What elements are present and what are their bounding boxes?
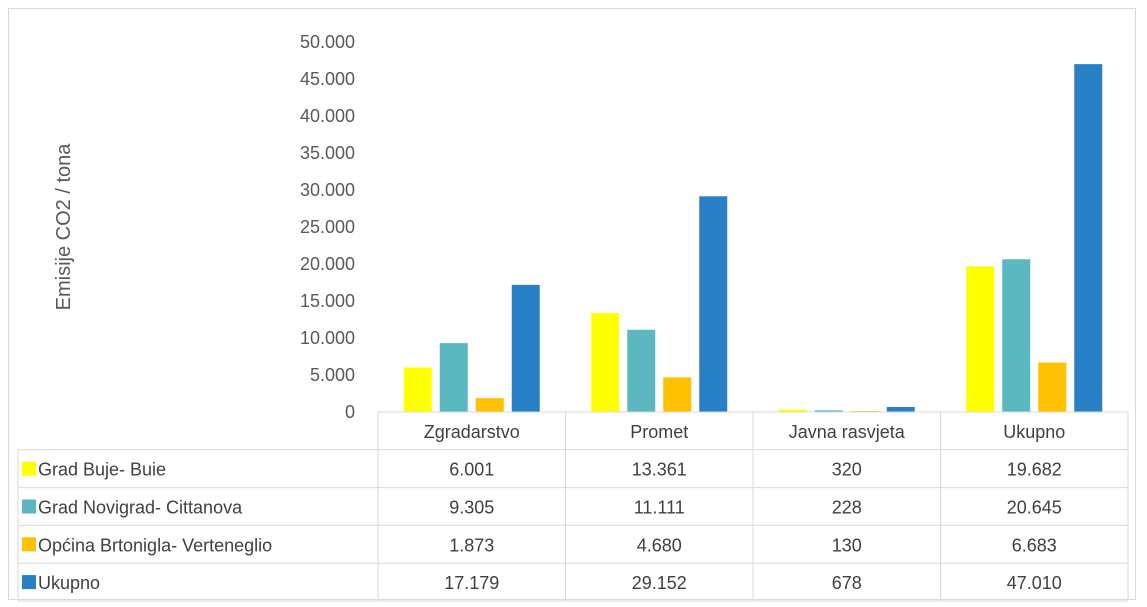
data-label: 19.682: [1007, 460, 1062, 480]
y-tick-label: 50.000: [300, 32, 355, 52]
y-tick-label: 5.000: [310, 365, 355, 385]
bar-4-1: [511, 284, 540, 412]
data-label: 20.645: [1007, 498, 1062, 518]
data-label: 9.305: [449, 498, 494, 518]
category-label: Zgradarstvo: [424, 422, 520, 442]
bar-1-1: [403, 367, 432, 412]
bar-1-3: [778, 409, 807, 412]
bar-3-1: [475, 398, 504, 412]
bar-3-2: [663, 377, 692, 412]
legend-series-name: Grad Buje- Buie: [38, 460, 166, 480]
y-axis-title: Emisije CO2 / tona: [53, 143, 75, 311]
data-label: 13.361: [632, 460, 687, 480]
bar-4-3: [886, 406, 915, 412]
y-tick-label: 15.000: [300, 291, 355, 311]
data-label: 1.873: [449, 535, 494, 555]
y-tick-label: 0: [345, 402, 355, 422]
bar-4-2: [699, 196, 728, 412]
bar-2-3: [814, 410, 843, 412]
data-label: 6.683: [1012, 535, 1057, 555]
data-label: 17.179: [444, 573, 499, 593]
chart-frame: [8, 8, 1136, 600]
category-label: Javna rasvjeta: [789, 422, 906, 442]
bar-3-4: [1038, 362, 1067, 412]
y-tick-label: 20.000: [300, 254, 355, 274]
data-label: 678: [832, 573, 862, 593]
y-tick-label: 40.000: [300, 106, 355, 126]
bar-2-2: [627, 329, 656, 412]
data-label: 130: [832, 535, 862, 555]
bar-4-4: [1074, 64, 1103, 412]
legend-series-name: Općina Brtonigla- Verteneglio: [38, 535, 272, 555]
legend-swatch: [22, 461, 36, 476]
y-tick-label: 45.000: [300, 69, 355, 89]
bar-2-1: [439, 343, 468, 412]
legend-swatch: [22, 537, 36, 552]
category-label: Promet: [630, 422, 688, 442]
y-tick-label: 10.000: [300, 328, 355, 348]
legend-series-name: Ukupno: [38, 573, 100, 593]
data-label: 320: [832, 460, 862, 480]
bar-1-2: [591, 313, 620, 412]
data-label: 4.680: [637, 535, 682, 555]
category-label: Ukupno: [1003, 422, 1065, 442]
data-label: 29.152: [632, 573, 687, 593]
legend-swatch: [22, 575, 36, 590]
bar-1-4: [966, 266, 995, 412]
legend-swatch: [22, 499, 36, 514]
bar-2-4: [1002, 259, 1031, 412]
data-label: 11.111: [634, 498, 685, 518]
data-label: 228: [832, 498, 862, 518]
legend-series-name: Grad Novigrad- Cittanova: [38, 498, 243, 518]
data-label: 47.010: [1007, 573, 1062, 593]
y-tick-label: 30.000: [300, 180, 355, 200]
y-tick-label: 35.000: [300, 143, 355, 163]
y-tick-label: 25.000: [300, 217, 355, 237]
data-label: 6.001: [449, 460, 494, 480]
